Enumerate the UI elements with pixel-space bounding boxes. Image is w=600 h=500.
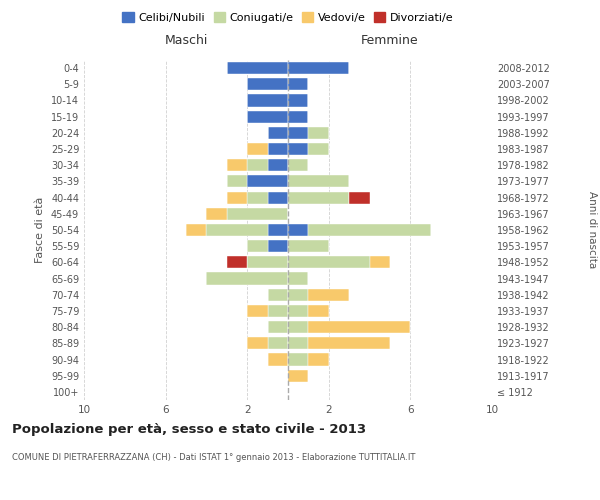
Bar: [308, 305, 329, 317]
Bar: [288, 272, 308, 284]
Bar: [308, 127, 329, 139]
Bar: [288, 338, 308, 349]
Bar: [268, 338, 288, 349]
Bar: [268, 143, 288, 155]
Bar: [268, 288, 288, 301]
Bar: [247, 176, 288, 188]
Bar: [288, 143, 308, 155]
Y-axis label: Fasce di età: Fasce di età: [35, 197, 45, 263]
Bar: [288, 127, 308, 139]
Bar: [247, 192, 268, 203]
Bar: [268, 240, 288, 252]
Bar: [288, 305, 308, 317]
Legend: Celibi/Nubili, Coniugati/e, Vedovi/e, Divorziati/e: Celibi/Nubili, Coniugati/e, Vedovi/e, Di…: [118, 8, 458, 28]
Text: COMUNE DI PIETRAFERRAZZANA (CH) - Dati ISTAT 1° gennaio 2013 - Elaborazione TUTT: COMUNE DI PIETRAFERRAZZANA (CH) - Dati I…: [12, 452, 415, 462]
Bar: [247, 143, 268, 155]
Bar: [288, 256, 370, 268]
Bar: [247, 256, 288, 268]
Bar: [288, 321, 308, 333]
Bar: [288, 370, 308, 382]
Bar: [268, 321, 288, 333]
Bar: [288, 176, 349, 188]
Bar: [227, 176, 247, 188]
Bar: [227, 256, 247, 268]
Bar: [206, 272, 288, 284]
Bar: [227, 192, 247, 203]
Bar: [349, 192, 370, 203]
Bar: [308, 338, 390, 349]
Bar: [288, 240, 329, 252]
Bar: [247, 240, 268, 252]
Bar: [206, 224, 268, 236]
Bar: [308, 288, 349, 301]
Bar: [288, 354, 308, 366]
Bar: [247, 94, 288, 106]
Bar: [206, 208, 227, 220]
Bar: [186, 224, 206, 236]
Bar: [288, 192, 349, 203]
Bar: [288, 78, 308, 90]
Bar: [308, 354, 329, 366]
Bar: [370, 256, 390, 268]
Bar: [268, 192, 288, 203]
Bar: [227, 208, 288, 220]
Bar: [227, 159, 247, 172]
Text: Popolazione per età, sesso e stato civile - 2013: Popolazione per età, sesso e stato civil…: [12, 422, 366, 436]
Bar: [308, 143, 329, 155]
Bar: [247, 159, 268, 172]
Bar: [268, 224, 288, 236]
Bar: [288, 110, 308, 122]
Text: Maschi: Maschi: [164, 34, 208, 47]
Bar: [288, 159, 308, 172]
Bar: [268, 354, 288, 366]
Bar: [247, 305, 268, 317]
Bar: [268, 127, 288, 139]
Text: Anni di nascita: Anni di nascita: [587, 192, 597, 268]
Text: Femmine: Femmine: [361, 34, 419, 47]
Bar: [288, 62, 349, 74]
Bar: [288, 224, 308, 236]
Bar: [268, 305, 288, 317]
Bar: [288, 288, 308, 301]
Bar: [247, 338, 268, 349]
Bar: [247, 110, 288, 122]
Bar: [288, 94, 308, 106]
Bar: [227, 62, 288, 74]
Bar: [308, 224, 431, 236]
Bar: [247, 78, 288, 90]
Bar: [308, 321, 410, 333]
Bar: [268, 159, 288, 172]
